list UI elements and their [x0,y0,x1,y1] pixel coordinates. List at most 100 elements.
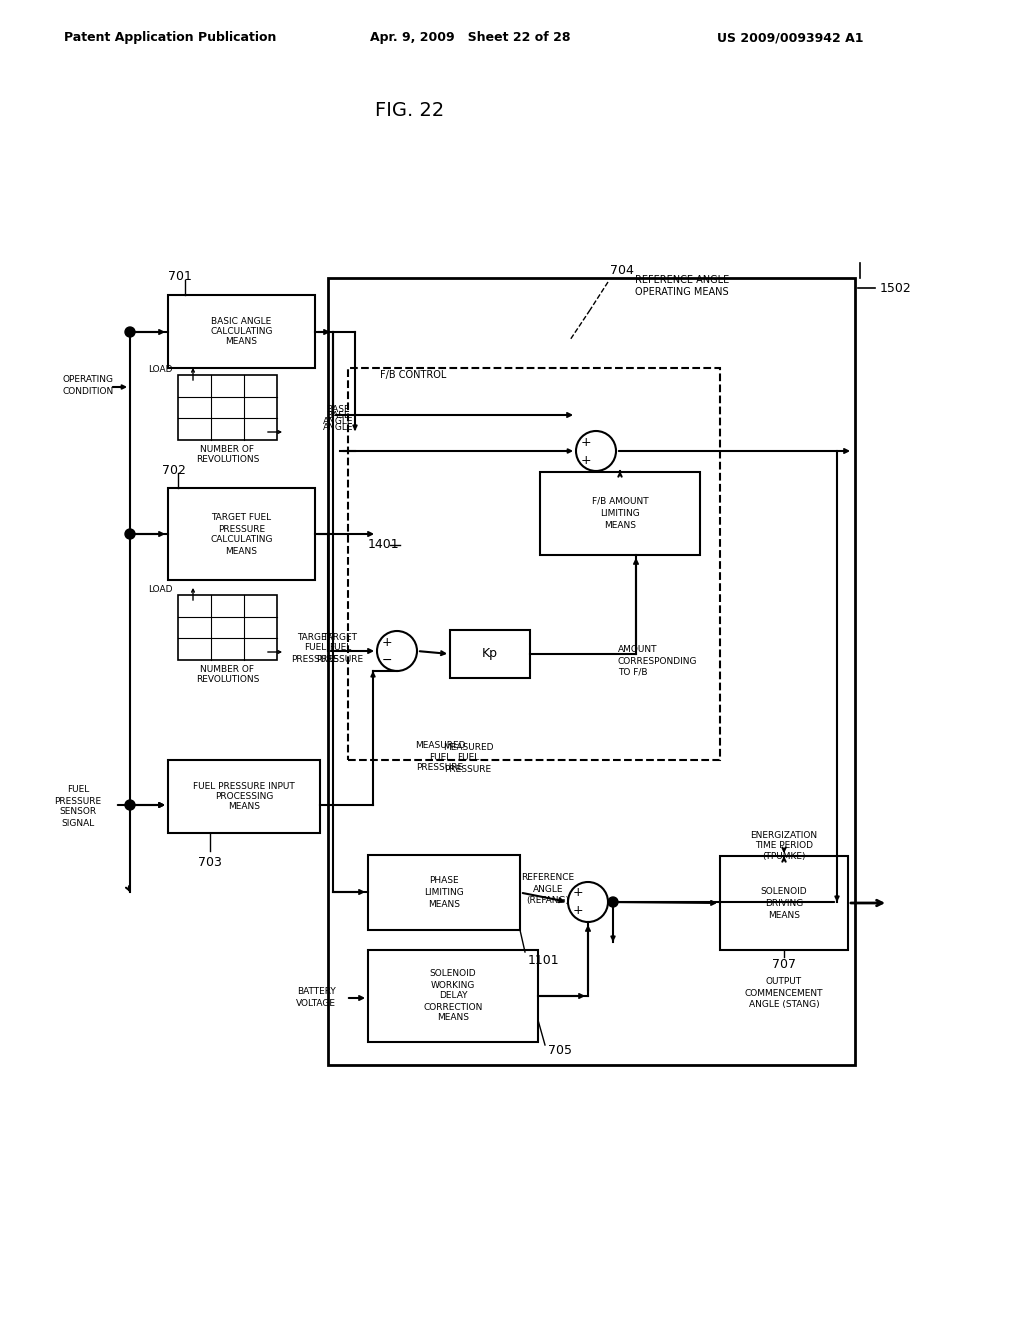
Text: FIG. 22: FIG. 22 [376,100,444,120]
Bar [348,368,720,760]
Text: BASE: BASE [327,405,350,414]
Text: LIMITING: LIMITING [424,888,464,898]
Bar [328,279,855,1065]
Bar [368,950,538,1041]
Text: CORRESPONDING: CORRESPONDING [618,656,697,665]
Text: VOLTAGE: VOLTAGE [296,998,336,1007]
Text: PRESSURE: PRESSURE [444,764,492,774]
Text: LOAD: LOAD [148,586,173,594]
Text: MEANS: MEANS [225,337,257,346]
Text: (TPUMKE): (TPUMKE) [762,853,806,862]
Text: MEANS: MEANS [604,521,636,531]
Text: BASIC ANGLE: BASIC ANGLE [211,317,271,326]
Text: Patent Application Publication: Patent Application Publication [63,32,276,45]
Text: PRESSURE: PRESSURE [292,655,339,664]
Text: ENERGIZATION: ENERGIZATION [751,830,817,840]
Text: ANGLE: ANGLE [323,422,353,432]
Text: BASE: BASE [327,411,350,420]
Bar [178,375,278,440]
Text: TARGET: TARGET [298,632,333,642]
Text: COMMENCEMENT: COMMENCEMENT [744,989,823,998]
Text: 707: 707 [772,958,796,972]
Text: 704: 704 [610,264,634,276]
Bar [450,630,530,678]
Text: LIMITING: LIMITING [600,510,640,517]
Bar [168,760,319,833]
Bar [540,473,700,554]
Text: MEANS: MEANS [228,803,260,810]
Text: PRESSURE: PRESSURE [218,524,265,533]
Text: 1101: 1101 [528,953,560,966]
Bar [720,855,848,950]
Text: 703: 703 [198,857,222,870]
Text: FUEL PRESSURE INPUT: FUEL PRESSURE INPUT [194,781,295,791]
Circle shape [125,800,135,810]
Text: 702: 702 [162,463,186,477]
Text: PROCESSING: PROCESSING [215,792,273,801]
Text: MEANS: MEANS [768,911,800,920]
Text: WORKING: WORKING [431,981,475,990]
Text: DRIVING: DRIVING [765,899,803,908]
Text: OPERATING MEANS: OPERATING MEANS [635,286,729,297]
Circle shape [608,898,618,907]
Text: 1401: 1401 [368,539,399,552]
Circle shape [125,327,135,337]
Text: CORRECTION: CORRECTION [423,1002,482,1011]
Text: NUMBER OF: NUMBER OF [201,445,255,454]
Text: SENSOR: SENSOR [59,808,96,817]
Text: FUEL: FUEL [329,644,351,652]
Text: BATTERY: BATTERY [297,987,336,997]
Text: FUEL: FUEL [67,785,89,795]
Text: PRESSURE: PRESSURE [316,655,364,664]
Text: F/B AMOUNT: F/B AMOUNT [592,498,648,506]
Text: REVOLUTIONS: REVOLUTIONS [196,676,259,685]
Text: TARGET: TARGET [323,632,357,642]
Text: PRESSURE: PRESSURE [54,796,101,805]
Text: 705: 705 [548,1044,572,1056]
Text: −: − [382,653,392,667]
Text: CALCULATING: CALCULATING [210,536,272,544]
Text: Kp: Kp [482,648,498,660]
Bar [368,855,520,931]
Bar [168,294,315,368]
Text: F/B CONTROL: F/B CONTROL [380,370,446,380]
Circle shape [575,432,616,471]
Text: TO F/B: TO F/B [618,668,647,676]
Text: +: + [581,436,591,449]
Text: (REFANG): (REFANG) [526,895,569,904]
Bar [168,488,315,579]
Text: PHASE: PHASE [429,876,459,884]
Text: REVOLUTIONS: REVOLUTIONS [196,455,259,465]
Text: CONDITION: CONDITION [62,387,114,396]
Text: 1502: 1502 [880,281,911,294]
Text: MEASURED: MEASURED [415,742,465,751]
Text: US 2009/0093942 A1: US 2009/0093942 A1 [717,32,863,45]
Text: ANGLE: ANGLE [323,417,353,425]
Text: FUEL: FUEL [304,644,326,652]
Circle shape [377,631,417,671]
Text: OPERATING: OPERATING [62,375,114,384]
Circle shape [125,529,135,539]
Text: MEANS: MEANS [437,1014,469,1023]
Text: CALCULATING: CALCULATING [210,327,272,337]
Text: 701: 701 [168,271,191,284]
Text: +: + [572,904,584,917]
Text: +: + [382,635,392,648]
Text: DELAY: DELAY [438,991,467,1001]
Text: NUMBER OF: NUMBER OF [201,664,255,673]
Text: PRESSURE: PRESSURE [417,763,464,772]
Text: REFERENCE: REFERENCE [521,874,574,883]
Text: MEANS: MEANS [428,900,460,909]
Text: LOAD: LOAD [148,366,173,375]
Text: REFERENCE ANGLE: REFERENCE ANGLE [635,275,729,285]
Text: SIGNAL: SIGNAL [61,818,94,828]
Text: TARGET FUEL: TARGET FUEL [211,513,271,523]
Text: +: + [572,887,584,899]
Text: SOLENOID: SOLENOID [430,969,476,978]
Text: FUEL: FUEL [457,754,479,763]
Text: FUEL: FUEL [429,752,452,762]
Text: MEANS: MEANS [225,546,257,556]
Circle shape [568,882,608,921]
Text: AMOUNT: AMOUNT [618,645,657,655]
Text: Apr. 9, 2009   Sheet 22 of 28: Apr. 9, 2009 Sheet 22 of 28 [370,32,570,45]
